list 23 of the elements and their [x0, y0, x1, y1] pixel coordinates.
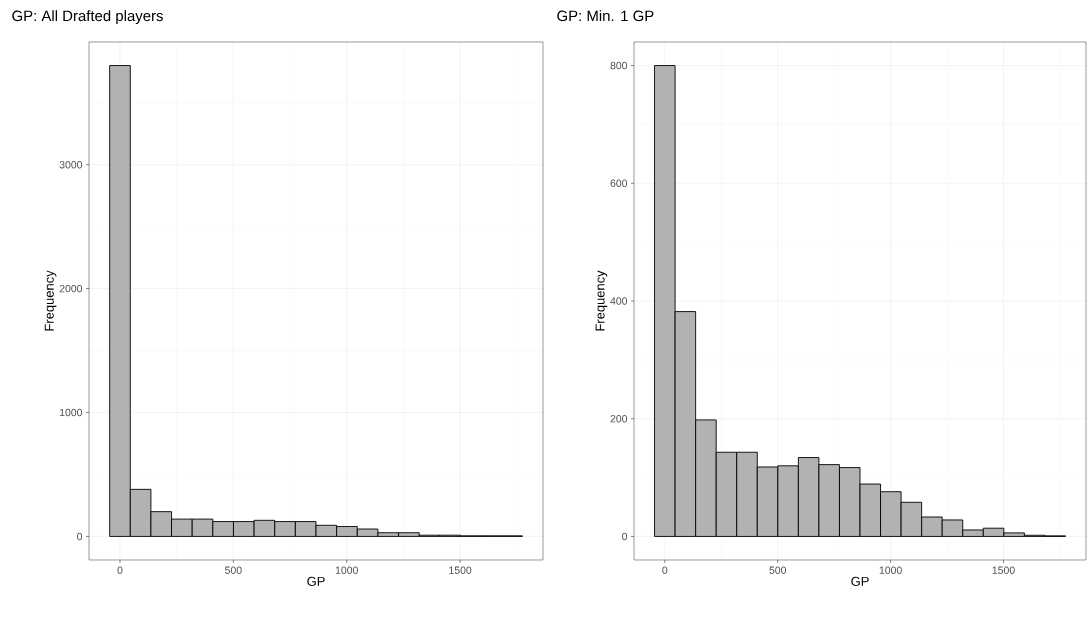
- y-tick-label: 0: [77, 532, 83, 541]
- x-tick-label: 500: [769, 566, 787, 574]
- chart-title: GP: Min. 1 GP: [557, 10, 654, 22]
- chart-title: GP: All Drafted players: [12, 10, 163, 25]
- y-tick-label: 400: [610, 297, 628, 305]
- y-tick-label: 800: [610, 61, 628, 70]
- x-axis-title: GP: [851, 576, 869, 586]
- y-tick-label: 3000: [59, 160, 83, 169]
- x-tick-label: 1500: [992, 566, 1015, 574]
- x-tick-label: 0: [662, 566, 668, 574]
- y-tick-label: 200: [610, 415, 628, 423]
- y-axis-title: Frequency: [595, 270, 608, 331]
- y-tick-label: 1000: [60, 408, 83, 417]
- y-tick-label: 2000: [59, 284, 83, 293]
- x-tick-label: 500: [225, 566, 242, 574]
- x-tick-label: 1000: [335, 566, 358, 574]
- x-tick-label: 1000: [879, 566, 902, 574]
- x-tick-label: 0: [117, 566, 123, 574]
- x-tick-label: 1500: [449, 566, 472, 574]
- y-tick-label: 600: [610, 179, 628, 187]
- x-axis-title: GP: [307, 576, 325, 586]
- y-axis-title: Frequency: [44, 270, 57, 331]
- y-tick-label: 0: [622, 532, 628, 541]
